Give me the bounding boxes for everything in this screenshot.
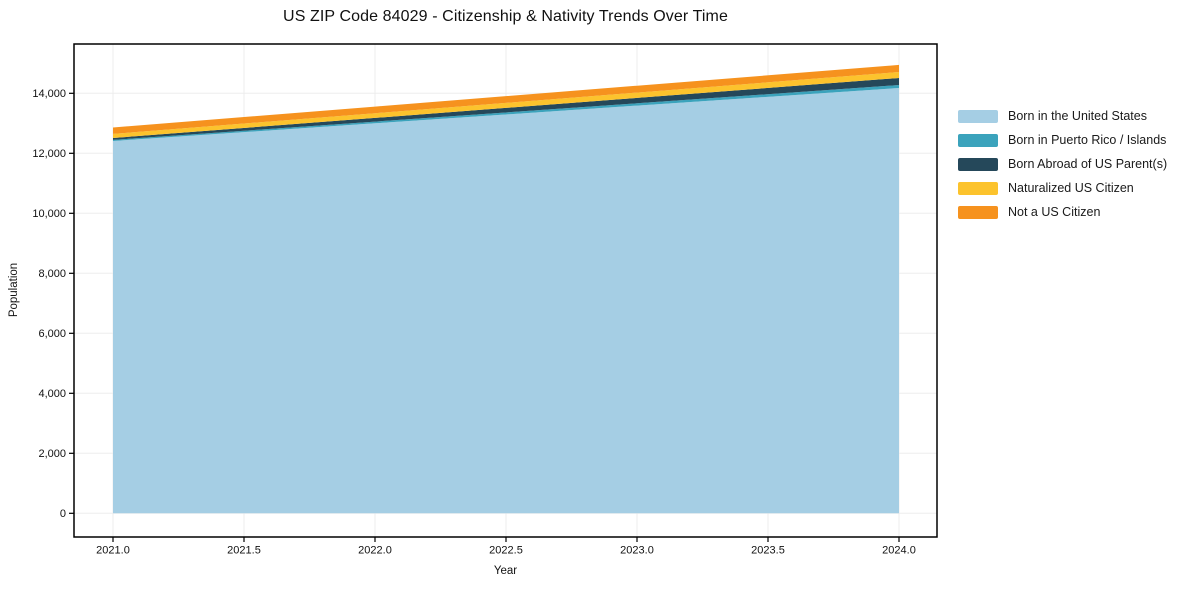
legend-swatch-born-in-the-united-states [958,109,998,123]
x-tick-label: 2021.0 [96,545,130,557]
legend-item-born-abroad-of-us-parent-s: Born Abroad of US Parent(s) [958,157,1167,171]
y-tick-label: 2,000 [38,448,66,460]
y-tick-label: 4,000 [38,388,66,400]
legend: Born in the United States Born in Puerto … [958,109,1167,219]
x-tick-label: 2023.0 [620,545,654,557]
y-tick-label: 6,000 [38,328,66,340]
legend-item-not-a-us-citizen: Not a US Citizen [958,205,1167,219]
area-not-a-us-citizen [113,64,899,134]
y-tick-label: 12,000 [32,148,66,160]
legend-swatch-born-abroad-of-us-parent-s [958,157,998,171]
chart-title: US ZIP Code 84029 - Citizenship & Nativi… [283,8,728,25]
x-tick-label: 2021.5 [227,545,261,557]
legend-item-born-in-puerto-rico-islands: Born in Puerto Rico / Islands [958,133,1167,147]
legend-swatch-naturalized-us-citizen [958,181,998,195]
legend-swatch-not-a-us-citizen [958,205,998,219]
area-born-in-the-united-states [113,88,899,514]
area-born-in-puerto-rico-islands [113,85,899,141]
y-tick-label: 14,000 [32,88,66,100]
legend-label: Born in Puerto Rico / Islands [1008,133,1167,147]
x-tick-label: 2022.0 [358,545,392,557]
legend-label: Born Abroad of US Parent(s) [1008,157,1168,171]
x-axis-label: Year [493,565,518,577]
x-tick-label: 2023.5 [751,545,785,557]
legend-label: Not a US Citizen [1008,205,1101,219]
legend-label: Naturalized US Citizen [1008,181,1134,195]
y-axis-label: Population [8,262,20,318]
y-tick-label: 10,000 [32,208,66,220]
legend-item-naturalized-us-citizen: Naturalized US Citizen [958,181,1167,195]
y-tick-label: 0 [60,508,66,520]
area-born-abroad-of-us-parent-s [113,78,899,140]
x-tick-label: 2022.5 [489,545,523,557]
legend-item-born-in-the-united-states: Born in the United States [958,109,1167,123]
legend-label: Born in the United States [1008,109,1147,123]
y-tick-label: 8,000 [38,268,66,280]
x-tick-label: 2024.0 [882,545,916,557]
area-naturalized-us-citizen [113,72,899,138]
legend-swatch-born-in-puerto-rico-islands [958,133,998,147]
